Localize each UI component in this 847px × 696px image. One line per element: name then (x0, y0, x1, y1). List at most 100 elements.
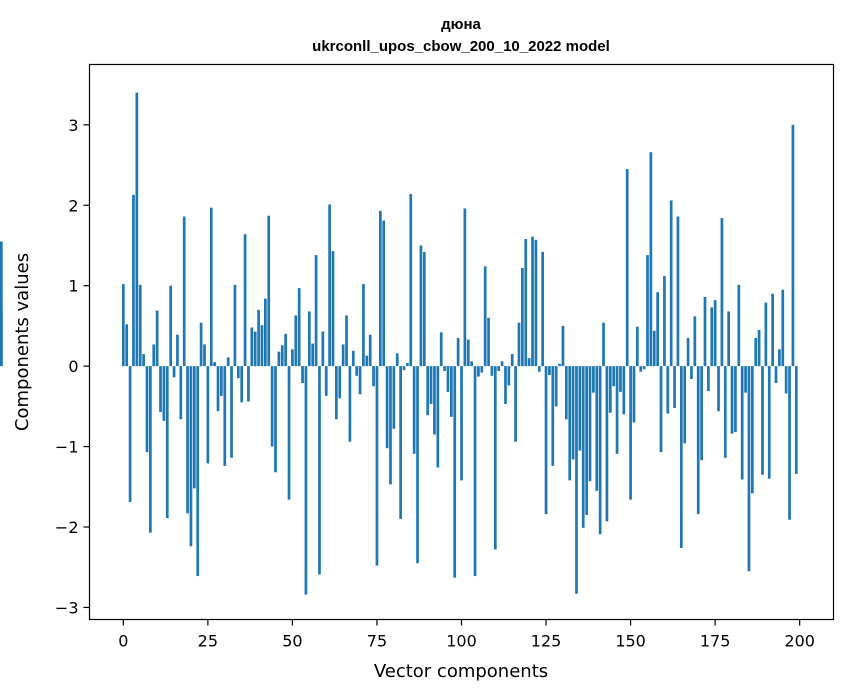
x-tick-label: 150 (615, 632, 646, 651)
bar (179, 366, 183, 420)
bar (348, 366, 352, 442)
bar (463, 208, 467, 367)
bar (602, 322, 605, 367)
x-tick-label: 175 (700, 632, 731, 651)
bar (470, 361, 473, 367)
bar (267, 215, 271, 367)
bar (500, 361, 504, 367)
bar (216, 366, 220, 412)
bar (774, 366, 778, 384)
bar (564, 366, 568, 420)
bar (314, 255, 318, 367)
bar (656, 292, 659, 367)
y-tick-label: −1 (55, 438, 79, 457)
bar (517, 322, 521, 367)
bar (389, 366, 392, 485)
x-tick-label: 200 (784, 632, 815, 651)
bar (209, 207, 213, 367)
bar (794, 366, 798, 474)
bar (230, 366, 233, 458)
bar (740, 366, 744, 480)
bar (142, 354, 145, 367)
bar (717, 366, 720, 412)
bar (544, 366, 548, 515)
bar (456, 337, 460, 367)
bar (135, 92, 139, 367)
plot-frame (88, 63, 835, 621)
bar (169, 285, 173, 367)
bar (730, 366, 734, 434)
bar (243, 234, 247, 367)
bar (629, 366, 632, 500)
bar (335, 366, 338, 420)
bar (521, 268, 524, 367)
bar (646, 255, 649, 367)
bar (132, 194, 135, 367)
x-axis-label: Vector components (374, 661, 548, 682)
bar (784, 366, 788, 394)
bar (277, 351, 281, 367)
bar (632, 366, 636, 423)
bar (372, 366, 375, 387)
bar (409, 194, 413, 367)
bar (318, 366, 321, 575)
bar (686, 337, 690, 367)
bar (615, 366, 619, 454)
bar (433, 366, 436, 435)
bar (531, 236, 534, 367)
bar (578, 366, 582, 451)
bar (446, 366, 450, 392)
bar (341, 344, 345, 367)
bar (592, 366, 595, 393)
bar (176, 334, 179, 367)
bar (737, 284, 741, 367)
x-tick-label: 75 (367, 632, 387, 651)
x-tick-label: 50 (282, 632, 302, 651)
bar (152, 344, 156, 367)
bar (788, 366, 791, 520)
y-tick-label: 1 (68, 277, 78, 296)
bar (723, 366, 727, 458)
chart-title: дюна (441, 16, 481, 33)
bar (196, 366, 200, 577)
x-tick-label: 0 (118, 632, 128, 651)
bar (443, 366, 446, 371)
bar (297, 288, 301, 367)
bar (551, 366, 555, 466)
bar (362, 284, 365, 367)
bar (744, 366, 747, 393)
bar (625, 169, 629, 367)
bar (707, 366, 710, 392)
bar (172, 366, 176, 378)
bar (324, 366, 328, 396)
bar (247, 366, 250, 402)
bar (220, 366, 223, 396)
bar (693, 316, 697, 367)
bar (121, 284, 125, 367)
bar (507, 366, 511, 386)
bar (355, 366, 359, 376)
bar (213, 362, 216, 367)
bar (233, 284, 237, 367)
bar (165, 366, 169, 519)
bar (399, 366, 402, 519)
bar (223, 366, 227, 466)
bar (497, 366, 501, 371)
bar (483, 266, 487, 367)
bar (436, 366, 440, 468)
bar (226, 357, 230, 367)
bar (720, 218, 724, 367)
y-axis: −3 −2 −1 0 1 2 3 (55, 116, 90, 617)
bar (375, 366, 379, 566)
bar (287, 366, 291, 500)
bar (450, 366, 453, 417)
bar (703, 296, 707, 367)
bar (487, 317, 490, 367)
bar (186, 366, 189, 514)
bar (612, 366, 616, 387)
bar (203, 344, 206, 367)
bar (734, 366, 737, 433)
bar (0, 241, 3, 367)
bar (558, 363, 561, 367)
bar (568, 366, 572, 481)
